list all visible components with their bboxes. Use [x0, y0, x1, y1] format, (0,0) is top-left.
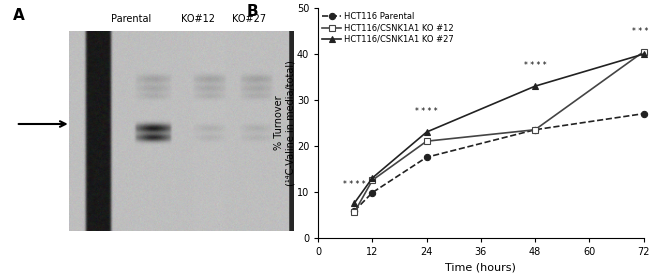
- HCT116/CSNK1A1 KO #12: [422, 140, 430, 143]
- HCT116/CSNK1A1 KO #12: [369, 179, 376, 182]
- X-axis label: Time (hours): Time (hours): [445, 262, 516, 272]
- Text: 38 K: 38 K: [33, 137, 58, 147]
- Text: KO#12: KO#12: [181, 14, 215, 24]
- HCT116/CSNK1A1 KO #27: [350, 201, 358, 205]
- Text: 52 K: 52 K: [33, 75, 57, 85]
- Y-axis label: % Turnover
(¹⁴C-Valine in media/total): % Turnover (¹⁴C-Valine in media/total): [274, 60, 295, 186]
- Legend: HCT116 Parental, HCT116/CSNK1A1 KO #12, HCT116/CSNK1A1 KO #27: HCT116 Parental, HCT116/CSNK1A1 KO #12, …: [322, 12, 454, 43]
- HCT116 Parental: [422, 156, 430, 159]
- Text: * * * *: * * * *: [524, 61, 547, 70]
- Text: KO#27: KO#27: [232, 14, 266, 24]
- Line: HCT116/CSNK1A1 KO #12: HCT116/CSNK1A1 KO #12: [351, 49, 647, 215]
- HCT116 Parental: [640, 112, 647, 115]
- HCT116/CSNK1A1 KO #27: [531, 85, 539, 88]
- HCT116/CSNK1A1 KO #12: [640, 50, 647, 54]
- HCT116/CSNK1A1 KO #12: [531, 128, 539, 131]
- Line: HCT116 Parental: HCT116 Parental: [351, 111, 647, 214]
- HCT116/CSNK1A1 KO #27: [422, 130, 430, 134]
- HCT116/CSNK1A1 KO #12: [350, 211, 358, 214]
- HCT116/CSNK1A1 KO #27: [640, 52, 647, 56]
- HCT116/CSNK1A1 KO #27: [369, 176, 376, 180]
- Text: * * * *: * * * *: [415, 107, 438, 116]
- HCT116 Parental: [369, 191, 376, 194]
- HCT116 Parental: [531, 128, 539, 131]
- Text: A: A: [13, 8, 25, 23]
- Text: * * * *: * * * *: [632, 27, 650, 36]
- HCT116 Parental: [350, 209, 358, 213]
- Line: HCT116/CSNK1A1 KO #27: HCT116/CSNK1A1 KO #27: [351, 51, 647, 206]
- Text: Parental: Parental: [111, 14, 151, 24]
- Text: * * * *: * * * *: [343, 180, 366, 189]
- Text: B: B: [246, 4, 258, 19]
